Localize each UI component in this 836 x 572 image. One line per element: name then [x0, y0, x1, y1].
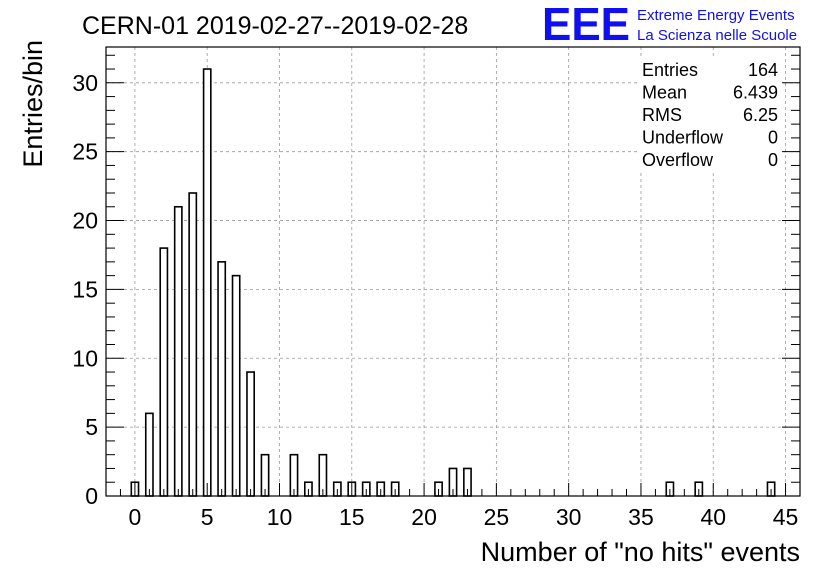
x-tick-label: 5	[201, 504, 214, 530]
y-tick-label: 15	[72, 276, 98, 302]
histogram-bar	[202, 68, 212, 497]
eee-logo: EEE Extreme Energy Events La Scienza nel…	[542, 0, 797, 50]
y-tick-labels: 0 5 10 15 20 25 30	[72, 70, 98, 509]
stats-label: Underflow	[642, 128, 724, 148]
x-tick-label: 40	[700, 504, 726, 530]
histogram-bar	[246, 371, 255, 497]
stats-value: 0	[768, 150, 778, 170]
y-tick-label: 0	[85, 483, 98, 509]
logo-line-2: La Scienza nelle Scuole	[637, 27, 797, 44]
x-tick-label: 30	[556, 504, 582, 530]
x-tick-label: 45	[773, 504, 799, 530]
stats-value: 6.25	[743, 105, 778, 125]
x-axis-label: Number of "no hits" events	[481, 537, 800, 567]
histogram-bar	[144, 412, 154, 497]
x-tick-labels: 0 5 10 15 20 25 30 35 40 45	[129, 504, 799, 530]
stats-label: RMS	[642, 105, 682, 125]
y-tick-label: 25	[72, 139, 98, 165]
x-tick-label: 10	[267, 504, 293, 530]
logo-mark: EEE	[542, 0, 630, 50]
y-tick-label: 30	[72, 70, 98, 96]
stats-value: 164	[748, 60, 778, 80]
stats-label: Mean	[642, 83, 687, 103]
histogram-bar	[217, 261, 227, 497]
stats-value: 6.439	[733, 83, 778, 103]
x-tick-label: 15	[339, 504, 365, 530]
stats-label: Entries	[642, 60, 698, 80]
stats-label: Overflow	[642, 150, 714, 170]
y-tick-label: 5	[85, 414, 98, 440]
logo-line-1: Extreme Energy Events	[637, 7, 795, 24]
y-tick-label: 20	[72, 208, 98, 234]
stats-box: Entries 164 Mean 6.439 RMS 6.25 Underflow 0 Over…	[638, 58, 782, 172]
stats-box-background	[638, 58, 782, 172]
x-tick-label: 25	[484, 504, 510, 530]
x-tick-label: 20	[411, 504, 437, 530]
histogram-bar	[188, 192, 198, 497]
y-axis-label: Entries/bin	[18, 40, 48, 168]
axis-ticks	[105, 54, 801, 497]
histogram-bar	[159, 247, 169, 497]
x-tick-label: 0	[129, 504, 142, 530]
y-tick-label: 10	[72, 345, 98, 371]
histogram-bar	[231, 274, 241, 497]
x-tick-label: 35	[628, 504, 654, 530]
histogram-bar	[173, 205, 183, 497]
stats-value: 0	[768, 128, 778, 148]
chart-title: CERN-01 2019-02-27--2019-02-28	[82, 12, 468, 40]
